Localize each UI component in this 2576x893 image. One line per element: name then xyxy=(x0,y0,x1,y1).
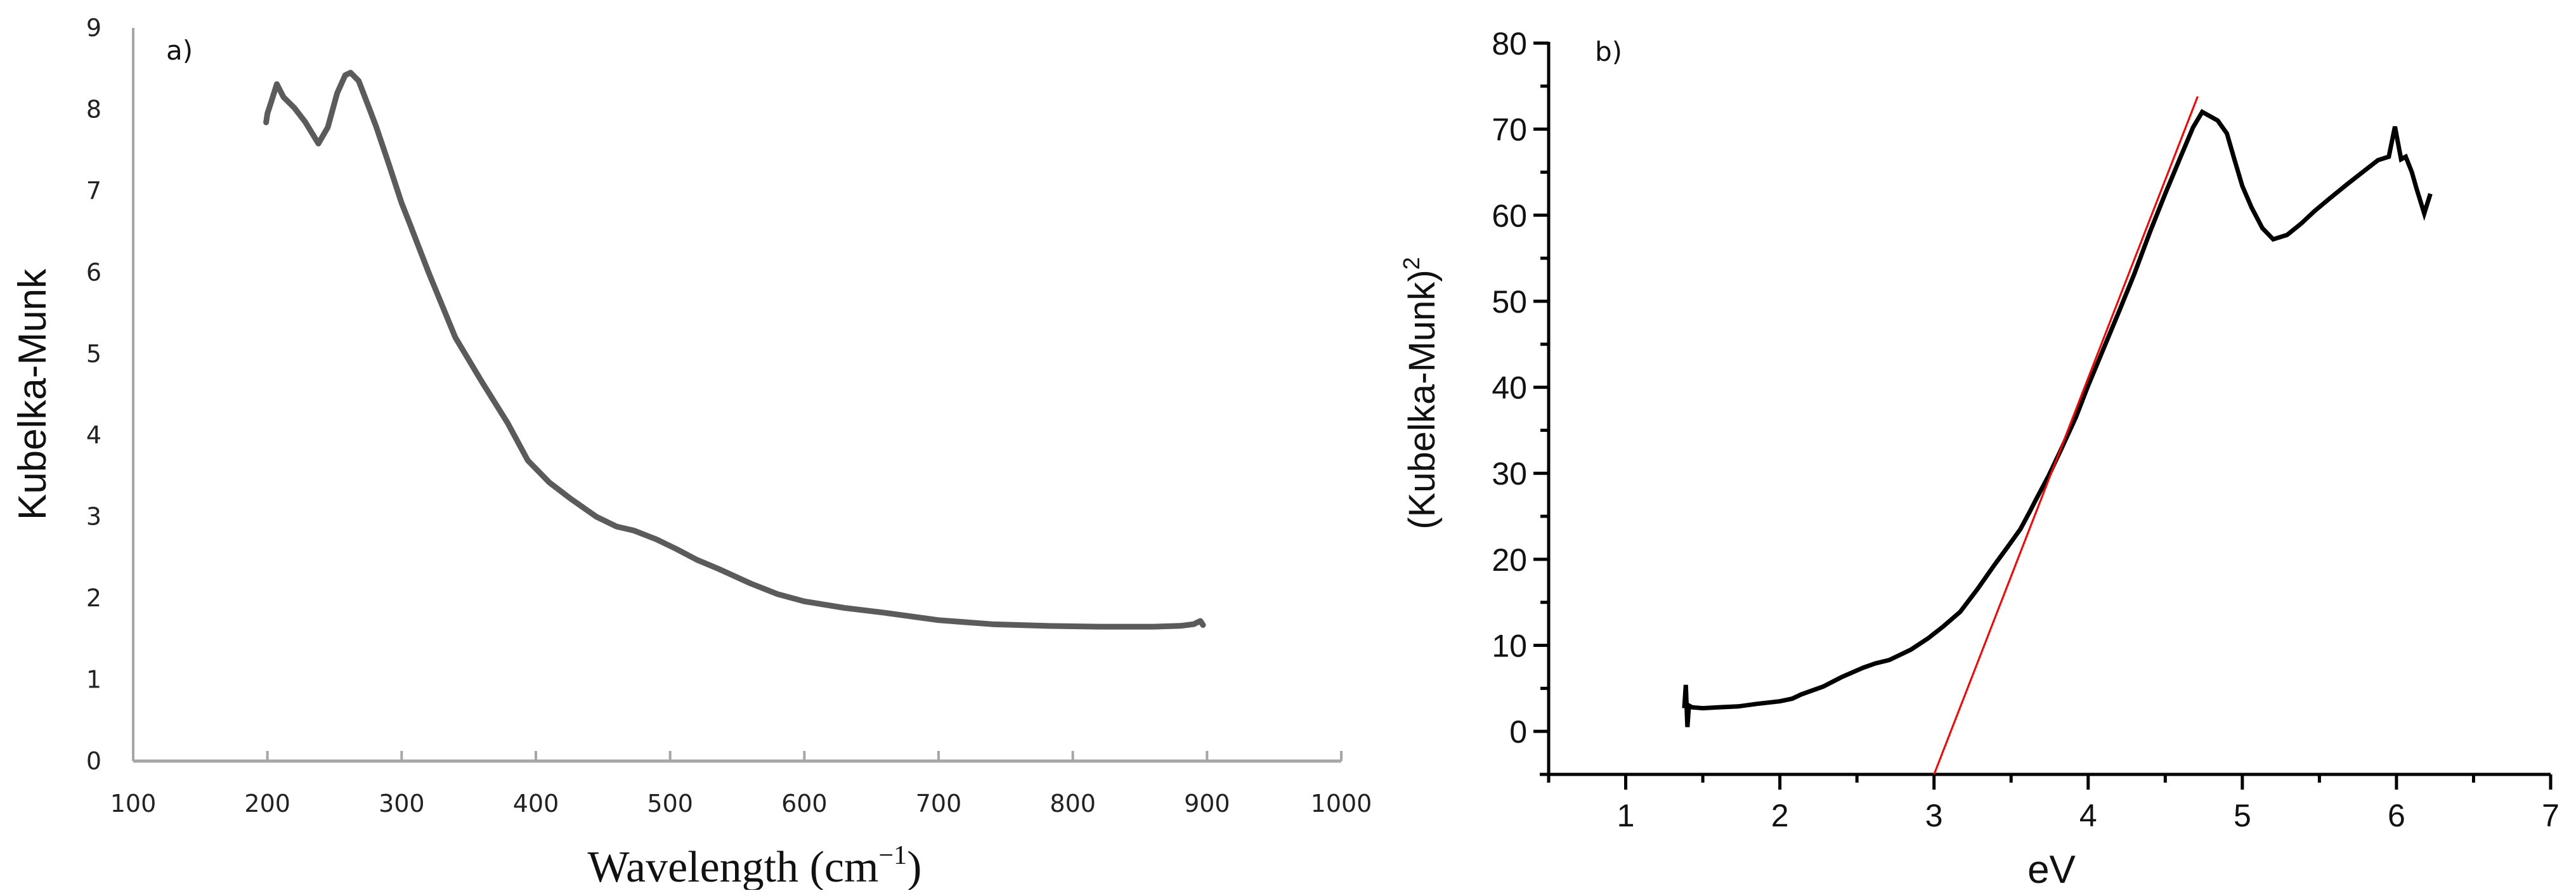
chart-a-x-axis-label-close: ) xyxy=(907,843,921,890)
chart-a-x-tick-label: 700 xyxy=(916,790,962,818)
chart-b-y-tick-label: 70 xyxy=(1492,112,1527,148)
chart-b-x-tick-label: 3 xyxy=(1925,798,1943,833)
chart-a-x-tick-label: 600 xyxy=(781,790,828,818)
chart-a-x-axis-label-superscript: −1 xyxy=(878,841,907,870)
chart-a-y-tick-label: 8 xyxy=(86,95,101,123)
chart-a-x-tick-label: 500 xyxy=(647,790,693,818)
chart-b-x-axis-label: eV xyxy=(2027,848,2076,890)
chart-a-y-tick-label: 4 xyxy=(86,421,101,449)
chart-b-x-tick-label: 6 xyxy=(2388,798,2405,833)
chart-a-x-tick-label: 800 xyxy=(1050,790,1096,818)
chart-a-y-tick-label: 3 xyxy=(86,503,101,531)
chart-a-y-tick-label: 0 xyxy=(86,747,101,775)
chart-a-x-axis-label-main: Wavelength (cm xyxy=(588,843,879,890)
chart-a-x-tick-label: 100 xyxy=(110,790,157,818)
chart-b-y-axis-label-superscript: 2 xyxy=(1398,257,1424,270)
chart-b-y-tick-label: 40 xyxy=(1492,370,1527,406)
chart-b-y-axis-label: (Kubelka-Munk)2 xyxy=(1398,257,1443,529)
chart-a-x-tick-label: 200 xyxy=(244,790,290,818)
chart-b-x-tick-label: 4 xyxy=(2079,798,2097,833)
chart-a-y-tick-labels: 0 1 2 3 4 5 6 7 8 9 xyxy=(86,14,101,775)
chart-a-x-tick-label: 400 xyxy=(513,790,559,818)
chart-b-x-tick-labels: 1 2 3 4 5 6 7 xyxy=(1617,798,2560,833)
chart-a-y-tick-label: 5 xyxy=(86,340,101,368)
chart-b-x-tick-label: 7 xyxy=(2542,798,2560,833)
chart-b-panel-label: b) xyxy=(1595,36,1622,67)
chart-a-x-axis-label: Wavelength (cm−1) xyxy=(588,841,922,890)
chart-a-y-tick-label: 7 xyxy=(86,177,101,205)
chart-b-y-tick-label: 80 xyxy=(1492,26,1527,62)
chart-b-linear-fit-line xyxy=(1933,96,2199,775)
chart-a-x-tick-label: 300 xyxy=(379,790,425,818)
chart-b-kubelka-munk-squared-vs-ev: 0 10 20 30 40 50 60 70 80 1 2 3 4 5 6 7 b) (Kubelka-Mu… xyxy=(1398,26,2560,892)
chart-a-y-axis-label: Kubelka-Munk xyxy=(11,268,55,520)
chart-b-y-tick-label: 20 xyxy=(1492,542,1527,578)
chart-a-x-tick-label: 1000 xyxy=(1311,790,1372,818)
chart-a-x-tick-labels: 100 200 300 400 500 600 700 800 900 1000 xyxy=(110,790,1372,818)
chart-b-y-tick-label: 50 xyxy=(1492,284,1527,320)
chart-b-x-tick-label: 1 xyxy=(1617,798,1635,833)
chart-a-y-tick-label: 6 xyxy=(86,258,101,286)
chart-b-x-tick-label: 5 xyxy=(2234,798,2251,833)
chart-a-data-line xyxy=(263,70,1206,630)
chart-b-y-tick-label: 30 xyxy=(1492,456,1527,492)
chart-b-data-line xyxy=(1682,108,2433,727)
chart-b-y-tick-label: 10 xyxy=(1492,629,1527,664)
chart-b-y-tick-label: 0 xyxy=(1509,714,1527,750)
chart-b-y-tick-labels: 0 10 20 30 40 50 60 70 80 xyxy=(1492,26,1527,750)
chart-a-panel-label: a) xyxy=(166,35,193,66)
chart-b-y-tick-label: 60 xyxy=(1492,198,1527,233)
chart-a-axes xyxy=(132,28,1343,763)
chart-a-y-tick-label: 2 xyxy=(86,584,101,612)
chart-a-x-tick-label: 900 xyxy=(1184,790,1230,818)
chart-b-y-axis-label-main: (Kubelka-Munk) xyxy=(1402,270,1443,529)
chart-a-y-tick-label: 9 xyxy=(86,14,101,42)
chart-b-axes xyxy=(1533,41,2553,790)
chart-a-y-tick-label: 1 xyxy=(86,666,101,694)
chart-b-x-tick-label: 2 xyxy=(1771,798,1789,833)
